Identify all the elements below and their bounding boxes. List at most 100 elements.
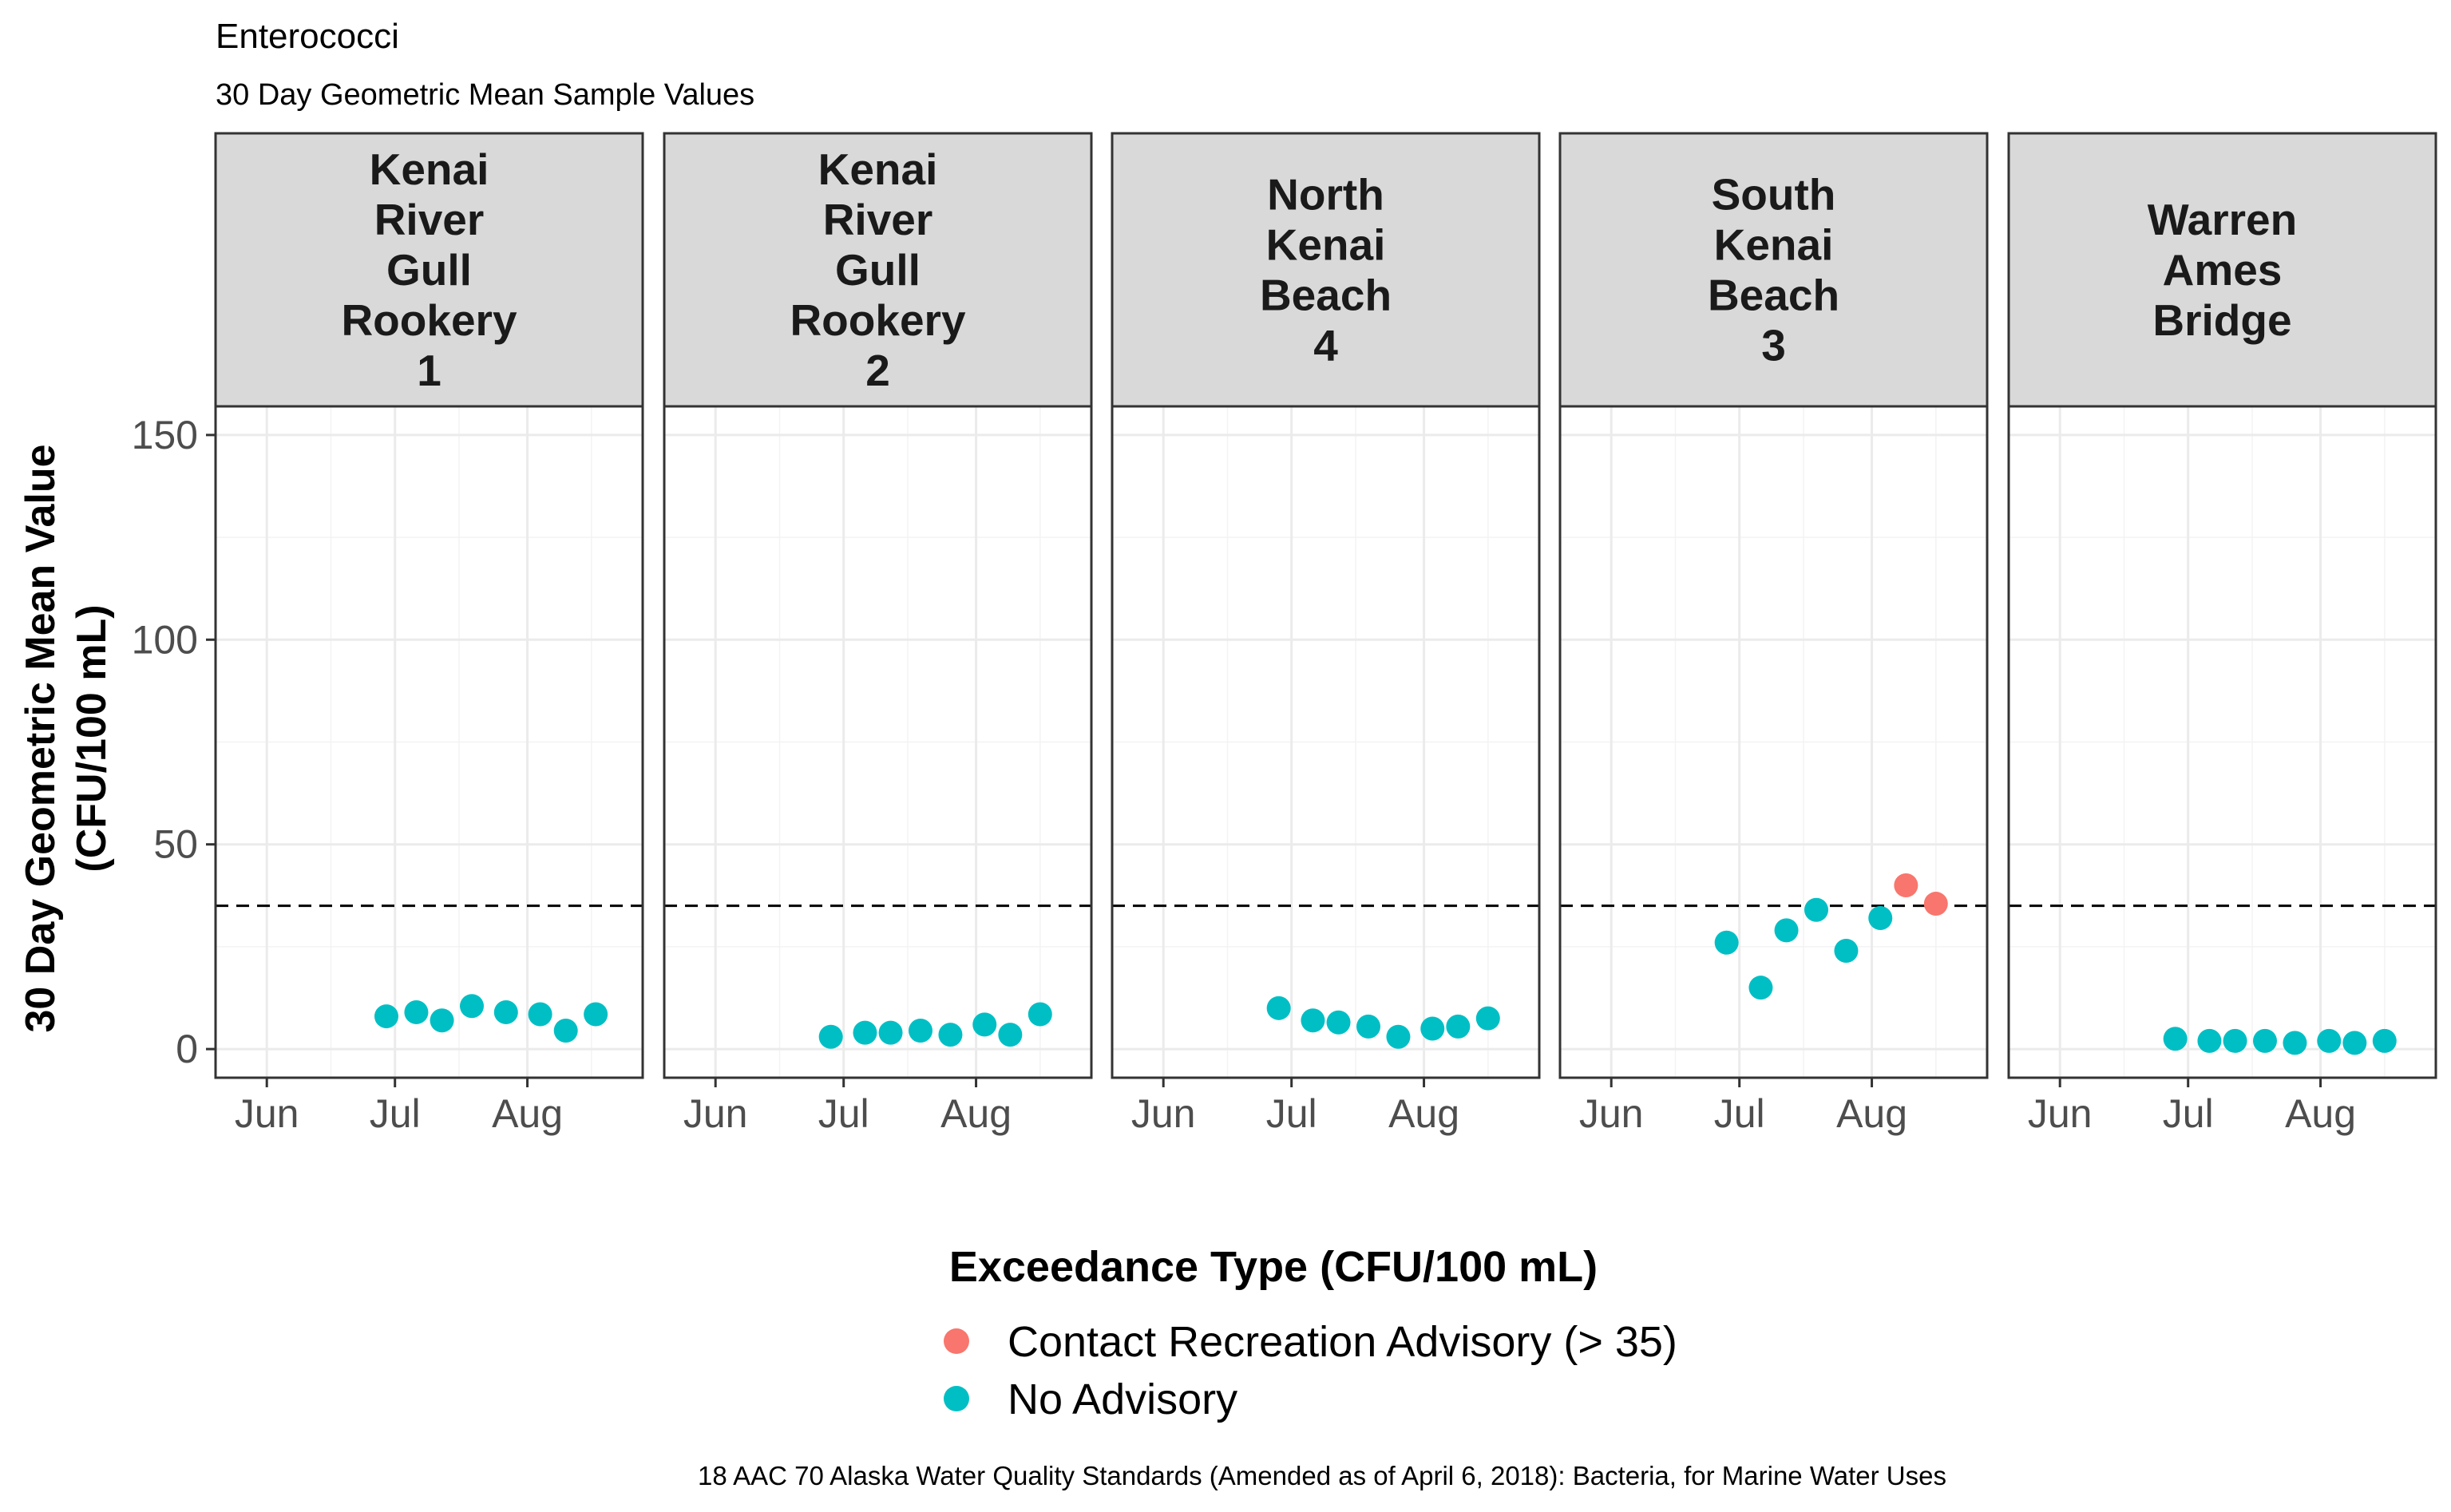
facet-strip-label: 4 (1313, 321, 1338, 370)
data-point (1714, 930, 1739, 955)
facet-strip-label: 1 (417, 346, 441, 395)
y-tick-label: 150 (132, 413, 198, 457)
data-point (909, 1019, 932, 1043)
data-point (1475, 1006, 1500, 1031)
data-point (1266, 995, 1291, 1020)
data-point (2372, 1028, 2397, 1053)
x-tick-label: Jun (235, 1091, 299, 1136)
chart-subtitle: 30 Day Geometric Mean Sample Values (216, 78, 754, 112)
facet-strip (2007, 132, 2437, 408)
facet-strip-label: Beach (1260, 271, 1392, 320)
x-tick-label: Jul (1266, 1091, 1317, 1136)
data-point (1923, 892, 1948, 916)
y-tick-label: 50 (153, 822, 198, 867)
y-axis-title-line-2: (CFU/100 mL) (69, 604, 115, 872)
data-point (1356, 1014, 1380, 1039)
data-point (878, 1020, 903, 1045)
data-point (2253, 1028, 2277, 1053)
data-point (528, 1002, 552, 1027)
data-point (404, 999, 429, 1024)
facet-strip-label: 2 (865, 346, 890, 395)
x-tick-label: Jul (370, 1091, 421, 1136)
panel-border (663, 405, 1093, 1079)
x-tick-label: Jul (2163, 1091, 2214, 1136)
data-point (1748, 976, 1773, 1000)
y-axis-title-line-1: 30 Day Geometric Mean Value (18, 444, 64, 1032)
panel-border (1111, 405, 1541, 1079)
data-point (2283, 1031, 2307, 1055)
data-point (584, 1002, 608, 1027)
x-tick-label: Aug (492, 1091, 563, 1136)
data-point (1301, 1008, 1325, 1033)
data-point (1868, 906, 1893, 931)
legend-key-advisory (944, 1328, 969, 1354)
legend-title: Exceedance Type (CFU/100 mL) (949, 1243, 1598, 1291)
data-point (2163, 1027, 2188, 1051)
legend-label-advisory: Contact Recreation Advisory (> 35) (1008, 1318, 1677, 1366)
y-tick-label: 0 (176, 1027, 198, 1071)
facet-strip-label: Kenai (1714, 220, 1834, 270)
facet-strip-label: Rookery (341, 295, 517, 345)
facet-strip-label: Ames (2163, 245, 2283, 295)
data-point (1774, 918, 1799, 943)
legend: Exceedance Type (CFU/100 mL) Contact Rec… (944, 1243, 1677, 1423)
panel-border (214, 405, 644, 1079)
data-point (938, 1023, 963, 1047)
facet-strip-label: Warren (2148, 195, 2297, 244)
data-point (1420, 1016, 1445, 1041)
data-point (1894, 873, 1918, 897)
x-tick-label: Jun (1579, 1091, 1644, 1136)
x-tick-label: Jul (818, 1091, 869, 1136)
x-tick-label: Jun (2028, 1091, 2093, 1136)
facet-strip (663, 132, 1093, 408)
facet-strip-label: River (374, 195, 485, 244)
data-point (1386, 1024, 1411, 1049)
facet-strip-label: North (1267, 170, 1384, 220)
data-point (553, 1019, 578, 1043)
x-tick-label: Aug (1836, 1091, 1907, 1136)
data-point (1326, 1010, 1351, 1035)
x-tick-label: Jun (1131, 1091, 1196, 1136)
data-point (2342, 1031, 2367, 1055)
panel-border (2007, 405, 2437, 1079)
facet-strip-label: Beach (1708, 271, 1839, 320)
panel-border (1558, 405, 1989, 1079)
chart-caption: 18 AAC 70 Alaska Water Quality Standards… (698, 1461, 1946, 1490)
facet-strip-label: Bridge (2152, 295, 2291, 345)
facet-strip-label: Kenai (370, 144, 489, 194)
legend-key-no-advisory (944, 1386, 969, 1411)
facet-strip-label: Kenai (1266, 220, 1386, 270)
y-axis: 0 50 100 150 (132, 413, 216, 1071)
data-point (972, 1012, 997, 1037)
facet-strip-label: Kenai (818, 144, 938, 194)
facet-strip (1558, 132, 1989, 408)
data-point (430, 1008, 454, 1033)
data-point (1446, 1014, 1471, 1039)
data-point (818, 1024, 843, 1049)
x-tick-label: Jul (1714, 1091, 1765, 1136)
facet-strip-label: River (823, 195, 933, 244)
legend-label-no-advisory: No Advisory (1008, 1375, 1237, 1423)
x-tick-label: Aug (940, 1091, 1012, 1136)
data-point (1804, 897, 1828, 922)
y-axis-title: 30 Day Geometric Mean Value (CFU/100 mL) (18, 444, 115, 1032)
data-point (2223, 1028, 2247, 1053)
facet-strip-label: 3 (1761, 321, 1786, 370)
data-point (2317, 1028, 2342, 1053)
data-point (374, 1004, 398, 1029)
x-tick-label: Aug (2285, 1091, 2356, 1136)
x-tick-label: Jun (683, 1091, 748, 1136)
data-point (853, 1020, 877, 1045)
facet-strip (214, 132, 644, 408)
facet-strip-label: Gull (386, 245, 472, 295)
y-tick-label: 100 (132, 617, 198, 662)
data-point (460, 994, 484, 1019)
data-point (1834, 939, 1859, 964)
